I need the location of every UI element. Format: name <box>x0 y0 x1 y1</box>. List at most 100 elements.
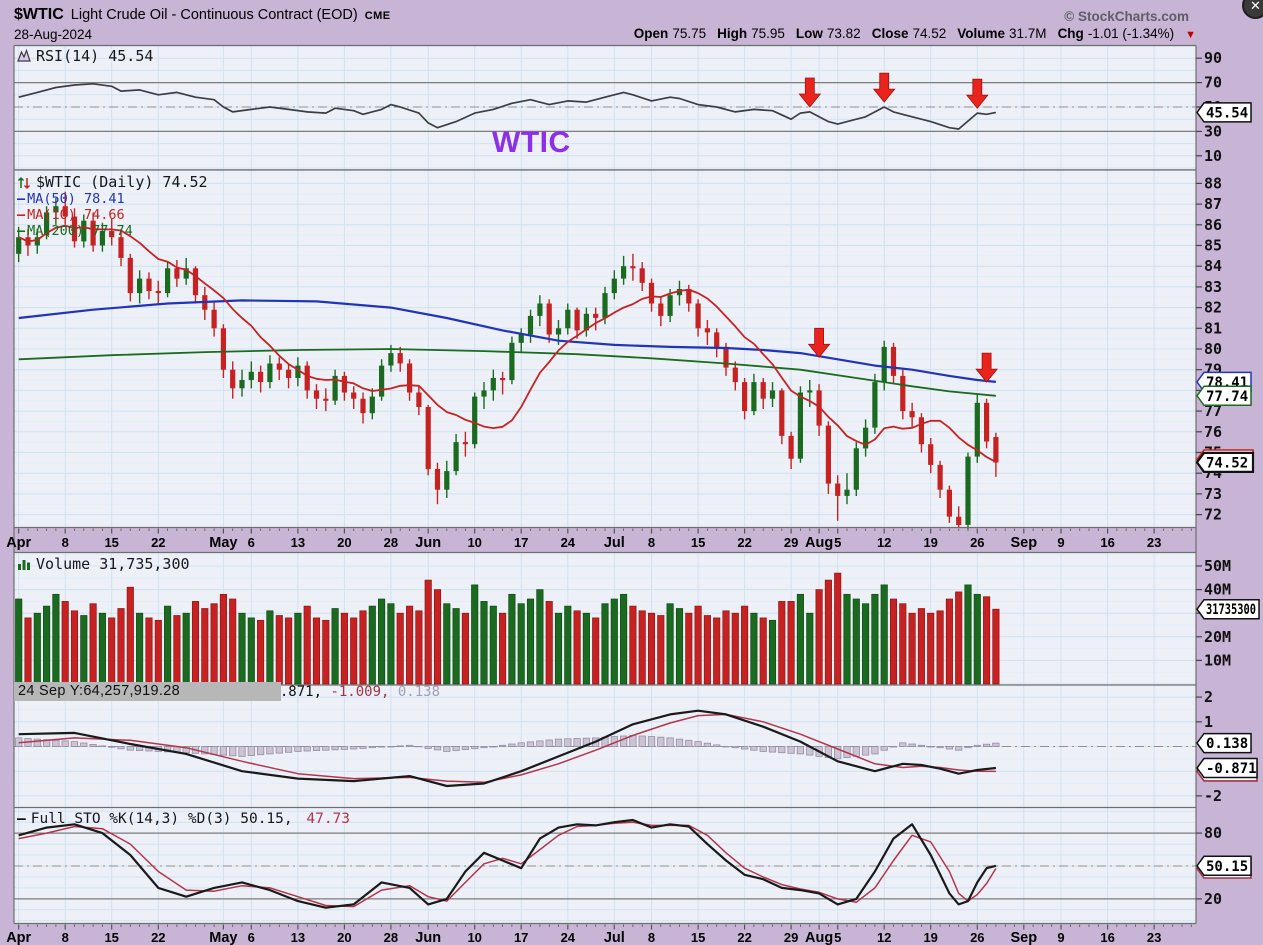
candle-body <box>425 407 431 470</box>
macd-histogram-bar <box>294 746 302 752</box>
volume-bar <box>145 617 153 685</box>
macd-histogram-bar <box>331 746 339 751</box>
candle-body <box>742 382 748 412</box>
volume-bar <box>768 619 777 685</box>
candle-body <box>872 382 878 428</box>
x-axis-label: 15 <box>104 535 118 550</box>
volume-bar <box>526 598 535 685</box>
volume-bar <box>703 615 711 685</box>
macd-histogram-bar <box>284 746 293 753</box>
volume-bar <box>424 579 432 685</box>
macd-histogram-bar <box>871 746 879 755</box>
volume-bar <box>685 612 693 685</box>
candle-body <box>909 411 915 418</box>
x-axis-label: 22 <box>151 930 165 945</box>
candle-body <box>779 390 785 436</box>
candle-body <box>155 291 161 294</box>
macd-histogram-bar <box>52 739 60 747</box>
macd-histogram-bar <box>927 746 935 748</box>
candle-body <box>276 363 282 370</box>
macd-histogram-bar <box>834 746 842 760</box>
candle-body <box>928 444 934 465</box>
y-axis-label: 20 <box>1204 890 1222 908</box>
candle-body <box>286 369 292 378</box>
volume-bar <box>871 593 879 685</box>
volume-bar <box>964 584 972 685</box>
volume-bar <box>666 603 674 685</box>
y-axis-label: 83 <box>1204 278 1222 296</box>
volume-bar <box>396 612 404 685</box>
volume-bar <box>433 589 442 685</box>
candle-body <box>127 257 133 294</box>
macd-histogram-bar <box>741 746 749 750</box>
volume-bar <box>834 572 842 685</box>
volume-bar <box>108 617 116 685</box>
macd-histogram-bar <box>517 742 525 747</box>
volume-bar <box>70 610 79 685</box>
candle-body <box>313 390 320 399</box>
volume-bar <box>340 612 348 685</box>
volume-bar <box>191 601 200 685</box>
candle-body <box>109 231 115 238</box>
volume-bar <box>406 605 414 685</box>
macd-histogram-bar <box>498 744 507 747</box>
y-axis-label: 80 <box>1204 824 1222 842</box>
volume-bar <box>359 610 367 685</box>
volume-bar <box>620 593 628 685</box>
down-arrow <box>965 78 989 109</box>
volume-bar <box>173 615 181 685</box>
macd-histogram-bar <box>620 735 628 747</box>
volume-bar <box>331 608 339 685</box>
candle-body <box>918 417 924 445</box>
macd-histogram-bar <box>33 738 41 747</box>
volume-bar <box>43 605 51 685</box>
candle-body <box>686 289 692 304</box>
candle-body <box>835 483 841 496</box>
candle-body <box>53 206 59 213</box>
volume-bar <box>489 605 497 685</box>
x-axis-label: 20 <box>337 535 351 550</box>
volume-bar <box>117 608 125 685</box>
macd-histogram-bar <box>424 746 432 749</box>
macd-histogram-bar <box>731 746 739 749</box>
candle-body <box>16 237 22 254</box>
macd-histogram-bar <box>955 746 963 751</box>
candle-body <box>853 448 859 490</box>
volume-bar <box>378 598 386 685</box>
y-axis-label: 10 <box>1204 147 1222 165</box>
candle-body <box>230 369 236 389</box>
x-axis-label: 22 <box>151 535 165 550</box>
macd-line <box>18 709 997 788</box>
candle-body <box>769 390 776 399</box>
volume-bar <box>564 605 572 685</box>
down-arrow <box>798 77 822 108</box>
volume-bar <box>778 601 786 685</box>
volume-bar <box>694 605 702 685</box>
y-axis-label: 1 <box>1204 713 1213 731</box>
volume-bar <box>973 593 981 685</box>
candle-body <box>676 289 683 296</box>
candle-body <box>99 231 105 246</box>
volume-bar <box>33 612 41 685</box>
macd-histogram-bar <box>675 738 684 747</box>
macd-histogram-bar <box>433 746 442 751</box>
volume-bar <box>98 612 106 685</box>
macd-histogram-bar <box>201 746 209 755</box>
close-button[interactable]: ✕ <box>1242 0 1263 19</box>
x-axis-label: 28 <box>384 930 398 945</box>
candle-body <box>351 392 357 399</box>
x-axis-label: 12 <box>877 930 891 945</box>
candle-body <box>500 378 506 381</box>
macd-histogram-bar <box>89 744 97 747</box>
volume-bar <box>154 619 162 685</box>
x-axis-label: 16 <box>1100 930 1114 945</box>
x-axis-label: Aug <box>805 535 833 551</box>
volume-bar <box>629 605 637 685</box>
macd-histogram-bar <box>471 746 479 750</box>
x-axis-label: 5 <box>834 535 841 550</box>
x-axis-label: 22 <box>737 535 751 550</box>
candle-body <box>462 442 468 445</box>
volume-bar <box>852 598 860 685</box>
volume-bar <box>917 608 925 685</box>
candle-body <box>565 309 571 329</box>
